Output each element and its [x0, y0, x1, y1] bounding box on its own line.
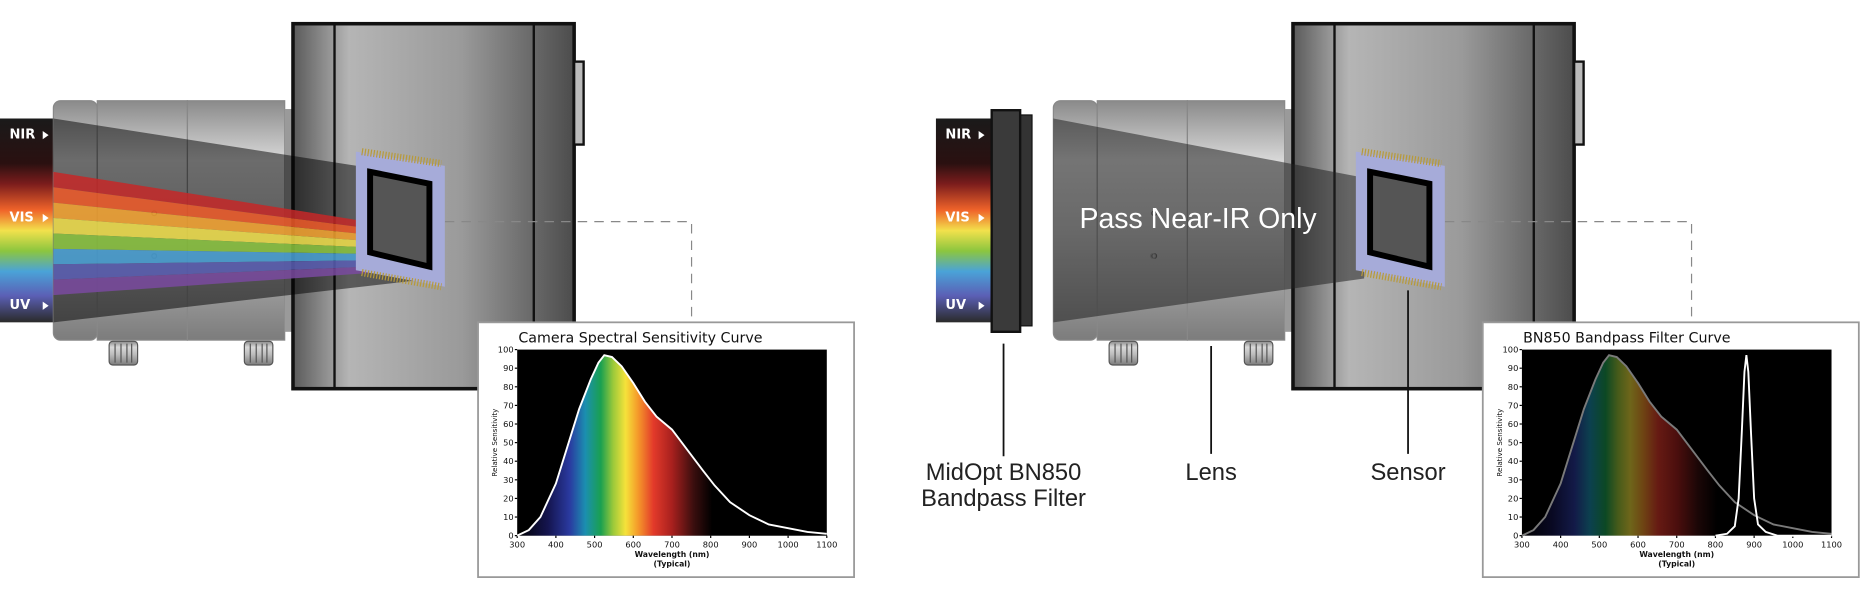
- y-tick-label: 50: [503, 438, 514, 448]
- spectrum-fill: [1521, 355, 1832, 536]
- callout-filter: MidOpt BN850: [926, 460, 1082, 486]
- x-tick-label: 800: [1708, 539, 1724, 549]
- y-tick-label: 30: [1508, 475, 1519, 485]
- spectrum-label: NIR: [9, 128, 35, 143]
- x-axis-label: Wavelength (nm): [635, 550, 710, 559]
- x-axis-sublabel: (Typical): [1658, 559, 1695, 568]
- x-tick-label: 1100: [1821, 539, 1842, 549]
- spectrum-label: UV: [9, 298, 31, 313]
- beam-label: Pass Near-IR Only: [1080, 203, 1318, 235]
- y-tick-label: 50: [1508, 438, 1519, 448]
- spectrum-fill: [517, 355, 827, 536]
- arrow: [978, 301, 985, 310]
- y-tick-label: 80: [1508, 382, 1519, 392]
- y-axis-label: Relative Sensitivity: [490, 409, 499, 477]
- y-tick-label: 80: [503, 382, 514, 392]
- x-tick-label: 300: [1514, 539, 1530, 549]
- x-tick-label: 1000: [1782, 539, 1803, 549]
- y-axis-label: Relative Sensitivity: [1495, 409, 1504, 477]
- x-tick-label: 800: [703, 539, 719, 549]
- x-tick-label: 300: [509, 539, 525, 549]
- x-tick-label: 900: [1746, 539, 1762, 549]
- chart: Camera Spectral Sensitivity Curve 0 10 20 30…: [477, 321, 855, 579]
- x-tick-label: 400: [548, 539, 564, 549]
- y-tick-label: 100: [498, 345, 514, 355]
- x-tick-label: 500: [587, 539, 603, 549]
- x-tick-label: 1000: [778, 539, 799, 549]
- arrow: [978, 213, 985, 223]
- chart: BN850 Bandpass Filter Curve 0 10 20 30 40 50 60…: [1481, 321, 1860, 579]
- y-tick-label: 0: [508, 531, 513, 541]
- y-tick-label: 10: [503, 512, 514, 522]
- x-tick-label: 600: [1630, 539, 1646, 549]
- left-camera: [0, 21, 694, 391]
- spectrum-label: VIS: [945, 211, 969, 226]
- curve: [516, 354, 827, 537]
- x-tick-label: 600: [625, 539, 641, 549]
- y-tick-label: 20: [1508, 493, 1519, 503]
- y-tick-label: 90: [1508, 363, 1519, 373]
- y-tick-label: 20: [503, 493, 514, 503]
- y-tick-label: 100: [1503, 345, 1519, 355]
- spectrum-label: NIR: [945, 128, 971, 143]
- x-axis-sublabel: (Typical): [654, 559, 691, 568]
- y-tick-label: 10: [1508, 512, 1519, 522]
- y-tick-label: 70: [503, 400, 514, 410]
- y-tick-label: 0: [1513, 531, 1518, 541]
- y-tick-label: 70: [1508, 400, 1519, 410]
- chart-title: BN850 Bandpass Filter Curve: [1523, 330, 1730, 346]
- y-tick-label: 60: [503, 419, 514, 429]
- x-tick-label: 400: [1553, 539, 1569, 549]
- x-tick-label: 700: [664, 539, 680, 549]
- x-tick-label: 700: [1669, 539, 1685, 549]
- arrow: [978, 130, 985, 140]
- arrow: [42, 213, 49, 223]
- x-axis-label: Wavelength (nm): [1639, 550, 1714, 559]
- callout-sensor: Sensor: [1370, 460, 1445, 486]
- y-tick-label: 40: [1508, 456, 1519, 466]
- y-tick-label: 60: [1508, 419, 1519, 429]
- right-camera: [935, 21, 1694, 457]
- spectrum-label: VIS: [9, 211, 33, 226]
- x-tick-label: 500: [1591, 539, 1607, 549]
- callout-lens: Lens: [1185, 460, 1236, 486]
- x-tick-label: 1100: [816, 539, 837, 549]
- y-tick-label: 30: [503, 475, 514, 485]
- spectrum-label: UV: [945, 298, 967, 313]
- chart-title: Camera Spectral Sensitivity Curve: [518, 330, 762, 346]
- arrow: [42, 301, 49, 310]
- arrow: [42, 130, 49, 140]
- y-tick-label: 40: [503, 456, 514, 466]
- curve: [1715, 355, 1832, 537]
- callout-filter: Bandpass Filter: [921, 486, 1086, 512]
- x-tick-label: 900: [741, 539, 757, 549]
- y-tick-label: 90: [503, 363, 514, 373]
